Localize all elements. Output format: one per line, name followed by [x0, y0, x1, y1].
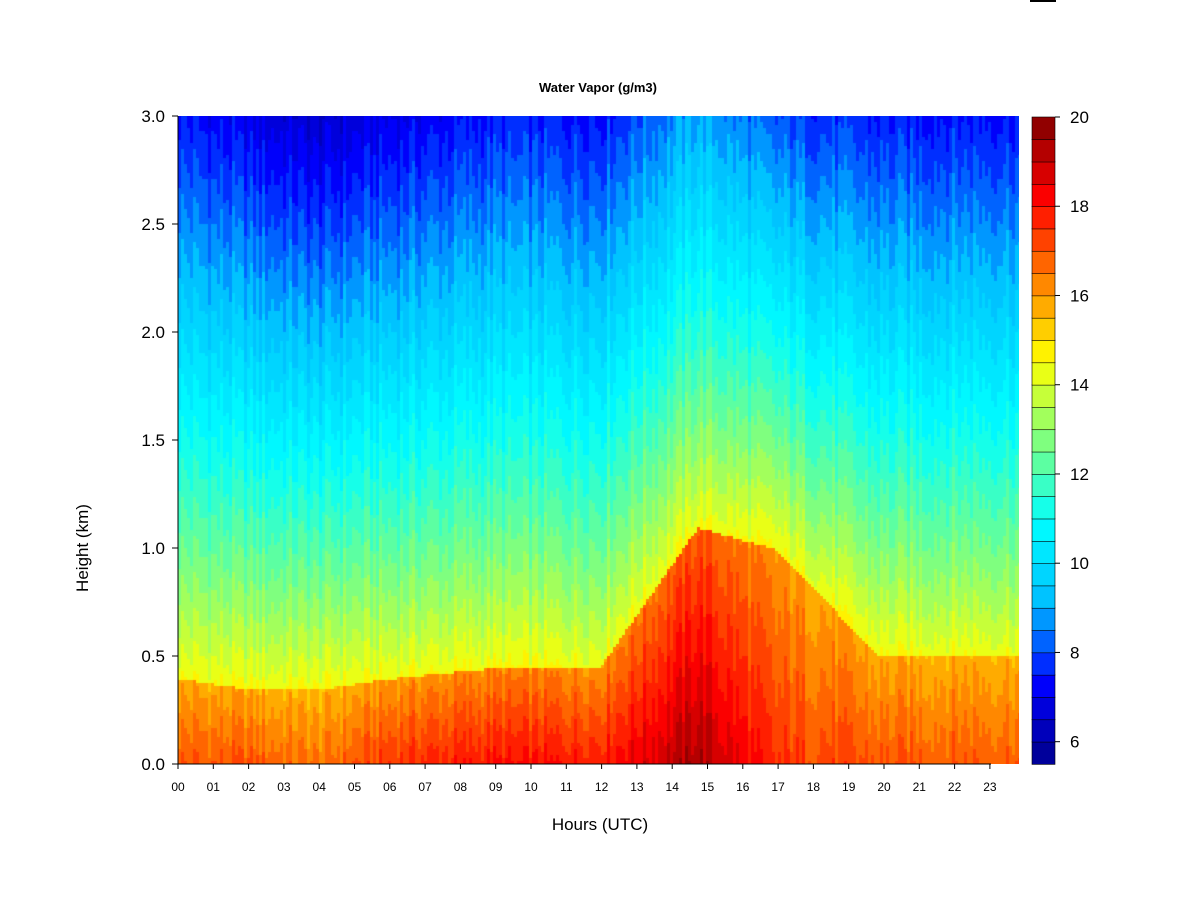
colorbar-segment [1031, 607, 1056, 631]
colorbar-segment [1031, 585, 1056, 609]
colorbar-tick-label: 12 [1070, 465, 1089, 484]
colorbar-segment [1031, 741, 1056, 765]
corner-mark [1030, 0, 1056, 2]
y-tick-label: 2.0 [141, 323, 165, 342]
colorbar-segment [1031, 384, 1056, 408]
x-tick-label: 23 [983, 780, 997, 794]
colorbar-tick-label: 14 [1070, 376, 1089, 395]
colorbar-segment [1031, 495, 1056, 520]
y-tick-label: 2.5 [141, 215, 165, 234]
colorbar-segment [1031, 674, 1056, 698]
colorbar-segment [1031, 540, 1056, 564]
colorbar-segment [1031, 116, 1056, 141]
colorbar-segment [1031, 696, 1056, 721]
colorbar-segment [1031, 429, 1056, 453]
x-tick-label: 13 [630, 780, 644, 794]
x-tick-label: 02 [242, 780, 256, 794]
x-tick-label: 07 [418, 780, 432, 794]
colorbar-tick-label: 18 [1070, 197, 1089, 216]
x-tick-label: 20 [877, 780, 891, 794]
colorbar-tick-label: 6 [1070, 733, 1079, 752]
heatmap [178, 116, 1019, 764]
colorbar-segment [1031, 562, 1056, 587]
x-tick-label: 22 [948, 780, 962, 794]
colorbar-segment [1031, 272, 1056, 297]
colorbar-segment [1031, 518, 1056, 542]
colorbar: 6 8 10 12 14 16 18 20 [1031, 108, 1089, 765]
colorbar-segment [1031, 629, 1056, 654]
x-tick-label: 21 [913, 780, 927, 794]
x-tick-label: 05 [348, 780, 362, 794]
x-axis: 00 01 02 03 04 05 06 07 08 09 10 11 12 13 14 15 16 17 18 19… [171, 763, 997, 794]
x-tick-label: 09 [489, 780, 503, 794]
x-tick-label: 01 [207, 780, 221, 794]
colorbar-segment [1031, 473, 1056, 497]
x-tick-label: 12 [595, 780, 609, 794]
x-tick-label: 14 [666, 780, 680, 794]
x-tick-label: 18 [807, 780, 821, 794]
colorbar-segment [1031, 317, 1056, 341]
colorbar-segment [1031, 652, 1056, 676]
colorbar-segment [1031, 139, 1056, 163]
colorbar-segment [1031, 250, 1056, 274]
y-tick-label: 0.5 [141, 647, 165, 666]
x-tick-label: 10 [524, 780, 538, 794]
y-tick-label: 0.0 [141, 755, 165, 774]
y-axis: 0.0 0.5 1.0 1.5 2.0 2.5 3.0 [141, 107, 179, 774]
colorbar-segment [1031, 362, 1056, 386]
chart-title: Water Vapor (g/m3) [539, 80, 657, 95]
colorbar-tick-label: 10 [1070, 554, 1089, 573]
colorbar-segment [1031, 183, 1056, 207]
colorbar-segment [1031, 339, 1056, 364]
y-tick-label: 3.0 [141, 107, 165, 126]
colorbar-tick-label: 20 [1070, 108, 1089, 127]
y-axis-label: Height (km) [73, 504, 92, 592]
x-tick-label: 00 [171, 780, 185, 794]
x-tick-label: 08 [454, 780, 468, 794]
x-tick-label: 15 [701, 780, 715, 794]
colorbar-tick-label: 16 [1070, 286, 1089, 305]
x-tick-label: 04 [313, 780, 327, 794]
y-tick-label: 1.5 [141, 431, 165, 450]
colorbar-segment [1031, 719, 1056, 743]
colorbar-segment [1031, 451, 1056, 475]
colorbar-segment [1031, 161, 1056, 185]
x-axis-label: Hours (UTC) [552, 815, 648, 834]
x-tick-label: 03 [277, 780, 291, 794]
colorbar-segment [1031, 295, 1056, 319]
x-tick-label: 19 [842, 780, 856, 794]
heatmap-raster [178, 116, 1019, 764]
y-tick-label: 1.0 [141, 539, 165, 558]
x-tick-label: 06 [383, 780, 397, 794]
x-tick-label: 17 [771, 780, 785, 794]
colorbar-segment [1031, 228, 1056, 252]
x-tick-label: 11 [560, 780, 573, 794]
colorbar-segment [1031, 205, 1056, 230]
colorbar-tick-label: 8 [1070, 643, 1079, 662]
colorbar-segment [1031, 406, 1056, 431]
x-tick-label: 16 [736, 780, 750, 794]
